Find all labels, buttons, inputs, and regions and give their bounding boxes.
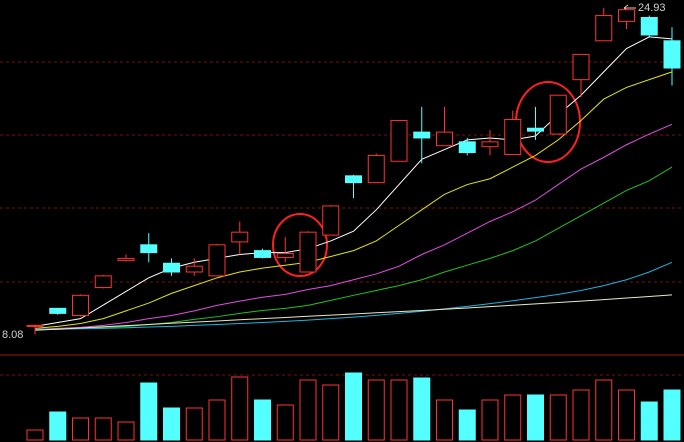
candle-body (140, 244, 158, 254)
candle-body (49, 307, 67, 314)
volume-bar (413, 377, 431, 441)
volume-bar (140, 382, 158, 441)
volume-bar (436, 399, 453, 441)
moving-average (34, 261, 673, 331)
candle-body (549, 94, 567, 135)
candle-body (254, 250, 271, 258)
moving-average (34, 294, 673, 331)
volume-bar (527, 394, 544, 441)
candle-body (481, 141, 499, 148)
volume-bar (94, 417, 112, 441)
low-label: 8.08 (2, 329, 23, 341)
candle-body (572, 53, 590, 81)
candle-body (367, 154, 385, 184)
moving-average (34, 123, 673, 331)
volume-bar (572, 389, 590, 441)
candle-body (208, 244, 226, 277)
volume-bar (367, 379, 385, 441)
volume-bar (640, 401, 658, 441)
volume-bar (231, 376, 249, 441)
high-label: 24.93 (638, 2, 666, 14)
candle-body (163, 262, 180, 273)
volume-bar (390, 379, 408, 441)
volume-bar (595, 379, 613, 441)
volume-bar (185, 407, 203, 441)
candle-body (94, 275, 112, 289)
volume-bar (72, 417, 89, 441)
volume-bar (254, 399, 271, 441)
candle-body (618, 9, 635, 22)
candle-body (185, 265, 203, 273)
volume-bar (322, 384, 340, 441)
volume-bar (163, 407, 180, 441)
volume-bar (549, 394, 567, 441)
candle-body (458, 141, 476, 154)
candle-body (322, 205, 340, 236)
candle-body (663, 40, 681, 69)
highlight-circle (272, 213, 328, 277)
volume-bar (26, 429, 44, 441)
candle-body (72, 294, 89, 317)
candle-body (504, 118, 522, 155)
volume-bar (663, 389, 681, 441)
grid (0, 61, 684, 376)
candle-body (299, 231, 317, 273)
candle-body (26, 324, 44, 327)
candle-body (117, 257, 135, 261)
volume-bar (618, 389, 635, 441)
candle-body (595, 15, 613, 42)
candle-body (527, 127, 544, 132)
candle-body (345, 175, 362, 184)
candle-body (390, 119, 408, 162)
candle-body (231, 231, 249, 243)
volume-bar (208, 399, 226, 441)
volume-bar (481, 399, 499, 441)
volume-bar (299, 379, 317, 441)
volume-bar (276, 404, 294, 441)
candle-body (640, 16, 658, 36)
candle-body (276, 253, 294, 258)
volume-bar (117, 421, 135, 441)
volume-bar (504, 394, 522, 441)
candle-body (413, 131, 431, 139)
volume-bar (458, 409, 476, 441)
volume-bar (345, 372, 362, 441)
volume-bar (49, 411, 67, 441)
candle-body (436, 131, 453, 147)
